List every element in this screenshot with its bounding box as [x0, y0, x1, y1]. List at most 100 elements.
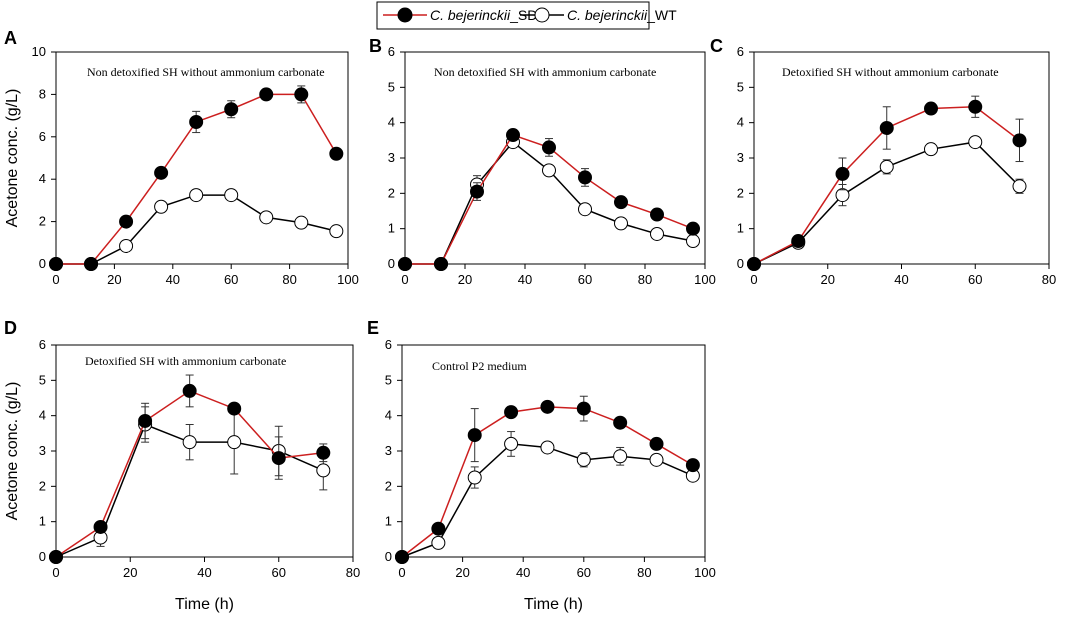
panel-d-wt-point	[316, 463, 331, 478]
panel-e-xtick-label: 100	[694, 565, 716, 580]
panel-e-xlabel: Time (h)	[524, 596, 583, 613]
panel-a-xtick-label: 80	[282, 272, 296, 287]
panel-a-ylabel: Acetone conc. (g/L)	[4, 89, 21, 228]
panel-e-sdr-point	[685, 458, 700, 473]
panel-d-xtick-label: 60	[272, 565, 286, 580]
panel-a-ytick-label: 0	[39, 256, 46, 271]
panel-e-ytick-label: 6	[385, 337, 392, 352]
panel-a-wt-line	[56, 194, 337, 265]
panel-e-ytick-label: 3	[385, 443, 392, 458]
panel-d-xtick-label: 80	[346, 565, 360, 580]
panel-b-sdr-point	[470, 184, 484, 199]
panel-c-ytick-label: 6	[737, 44, 744, 59]
panel-c-xtick-label: 0	[750, 272, 757, 287]
panel-e-label: E	[367, 318, 379, 338]
panel-d-sdr-point	[182, 383, 197, 398]
legend-wt-marker	[534, 7, 550, 23]
panel-c: C Detoxified SH without ammonium carbonat…	[710, 36, 1056, 287]
panel-a-wt-point	[119, 238, 134, 253]
panel-b-xtick-label: 20	[458, 272, 472, 287]
panel-a-xtick-label: 100	[337, 272, 359, 287]
panel-a-wt-point	[189, 188, 204, 203]
panel-b-sdr-point	[686, 221, 700, 236]
panel-b-wt-point	[686, 234, 700, 249]
panel-a-label: A	[4, 28, 17, 48]
panel-e-title: Control P2 medium	[432, 359, 527, 373]
panel-e-wt-point	[576, 452, 591, 467]
panel-b-ytick-label: 6	[388, 44, 395, 59]
panel-c-wt-point	[968, 135, 983, 150]
panel-b: B Non detoxified SH with ammonium carbona…	[369, 36, 716, 287]
panel-a-ytick-label: 10	[32, 44, 46, 59]
panel-d: D Detoxified SH with ammonium carbonate 0 2…	[4, 318, 360, 613]
legend-sdr-marker	[397, 7, 413, 23]
panel-e-sdr-line	[401, 406, 694, 558]
panel-e-wt-line	[401, 443, 694, 558]
panel-e-wt-point	[504, 436, 519, 451]
panel-b-xtick-label: 80	[638, 272, 652, 287]
panel-a-sdr-point	[154, 165, 169, 180]
panel-c-ytick-label: 2	[737, 185, 744, 200]
panel-b-wt-point	[614, 216, 628, 231]
panel-a-sdr-point	[84, 257, 99, 271]
panel-c-label: C	[710, 36, 723, 56]
panel-c-xtick-label: 60	[968, 272, 982, 287]
panel-c-sdr-point	[747, 257, 761, 271]
panel-b-wt-point	[650, 226, 664, 241]
panel-e-sdr-point	[395, 550, 409, 564]
panel-e-wt-point	[540, 440, 555, 455]
panel-c-wt-point	[1012, 179, 1027, 194]
panel-a-sdr-point	[49, 257, 63, 271]
panel-d-xlabel: Time (h)	[175, 596, 234, 613]
panel-b-xtick-label: 40	[518, 272, 532, 287]
panel-d-wt-point	[182, 435, 197, 450]
panel-b-sdr-point	[650, 207, 664, 222]
panel-e-xtick-label: 80	[637, 565, 651, 580]
panel-b-ytick-label: 5	[388, 79, 395, 94]
panel-e-wt-point	[613, 449, 628, 464]
legend-wt-label: C. bejerinckii_WT	[567, 7, 677, 23]
panel-a-sdr-point	[329, 146, 344, 161]
panel-a-wt-point	[224, 188, 239, 203]
panel-a-ytick-label: 6	[39, 129, 46, 144]
panel-a: A Non detoxified SH without ammonium carb…	[4, 28, 359, 287]
panel-b-sdr-point	[542, 140, 556, 155]
panel-c-sdr-point	[924, 101, 938, 116]
panel-d-title: Detoxified SH with ammonium carbonate	[85, 354, 286, 368]
panel-c-wt-point	[924, 142, 938, 157]
panel-b-xtick-label: 100	[694, 272, 716, 287]
panel-c-sdr-point	[1012, 133, 1027, 148]
panel-b-sdr-point	[434, 257, 448, 271]
panel-c-xtick-label: 80	[1042, 272, 1056, 287]
panel-a-wt-point	[259, 210, 274, 225]
panel-a-xtick-label: 20	[107, 272, 121, 287]
panel-a-sdr-point	[294, 87, 309, 102]
panel-a-wt-point	[294, 215, 309, 230]
panel-c-wt-point	[835, 188, 850, 203]
panel-d-ytick-label: 2	[39, 478, 46, 493]
panel-c-wt-point	[879, 159, 894, 174]
panel-d-xtick-label: 40	[197, 565, 211, 580]
panel-e-xtick-label: 0	[398, 565, 405, 580]
panel-c-ytick-label: 0	[737, 256, 744, 271]
panel-c-frame	[753, 51, 1050, 265]
panel-a-xtick-label: 40	[166, 272, 180, 287]
panel-c-ytick-label: 1	[737, 221, 744, 236]
panel-c-title: Detoxified SH without ammonium carbonate	[782, 65, 999, 79]
panel-e-wt-point	[649, 452, 664, 467]
panel-e-sdr-point	[576, 401, 591, 416]
panel-d-ylabel: Acetone conc. (g/L)	[4, 382, 21, 521]
panel-d-wt-point	[227, 435, 242, 450]
panel-d-ytick-label: 0	[39, 549, 46, 564]
panel-a-frame	[55, 51, 349, 265]
panel-b-xtick-label: 0	[401, 272, 408, 287]
panel-c-xtick-label: 20	[821, 272, 835, 287]
panel-b-sdr-point	[578, 170, 592, 185]
panel-c-ytick-label: 4	[737, 115, 744, 130]
panel-a-wt-point	[154, 199, 169, 214]
panel-b-sdr-point	[614, 195, 628, 210]
panel-d-sdr-point	[316, 445, 331, 460]
panel-a-sdr-point	[259, 87, 274, 102]
panel-b-label: B	[369, 36, 382, 56]
panel-e-wt-point	[431, 535, 446, 550]
